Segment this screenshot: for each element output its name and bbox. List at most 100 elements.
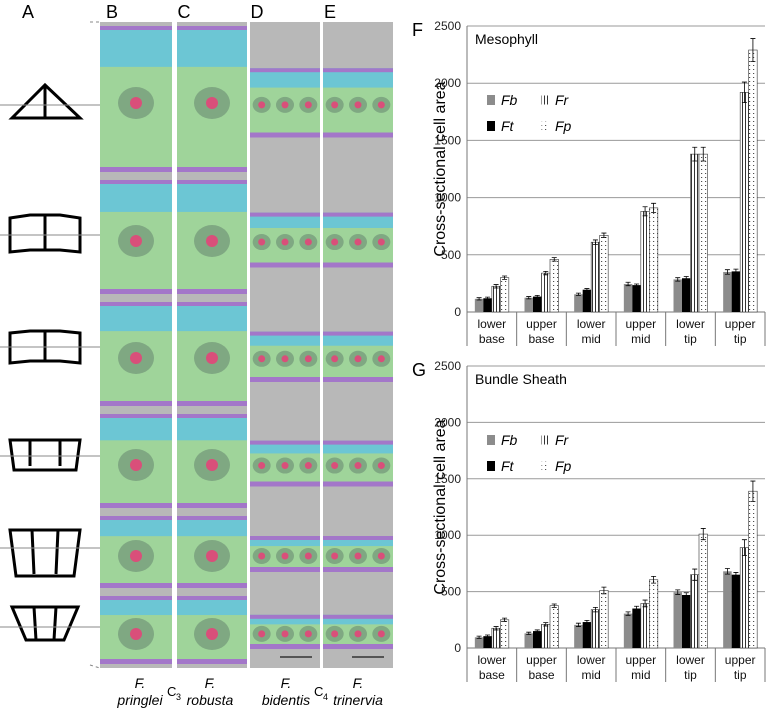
error-bar <box>651 575 657 584</box>
palisade <box>323 536 393 547</box>
epidermis-bottom <box>177 289 247 294</box>
species-epithet: trinervia <box>333 692 383 708</box>
bar <box>599 590 609 649</box>
bar <box>574 624 583 648</box>
x-tick-label: upper base <box>526 317 557 346</box>
bar <box>582 289 592 312</box>
species-genus: F. <box>205 675 216 691</box>
bar <box>673 279 682 312</box>
x-tick-label: lower mid <box>576 653 606 682</box>
epidermis-bottom <box>100 659 172 664</box>
epidermis-top <box>323 212 393 217</box>
bar <box>524 297 533 312</box>
epidermis-bottom <box>100 503 172 508</box>
legend-label: Fr <box>555 432 570 448</box>
bar <box>500 619 510 649</box>
bar <box>682 594 691 648</box>
bar <box>491 627 501 649</box>
y-axis-label: Cross-sectional cell area <box>432 419 449 594</box>
error-bar <box>683 276 689 281</box>
vein <box>281 238 289 246</box>
panel-label: G <box>412 360 426 380</box>
vein <box>354 462 362 470</box>
vein <box>281 630 289 638</box>
error-bar <box>476 635 482 639</box>
x-tick-label: lower tip <box>676 317 705 346</box>
bar <box>690 574 700 649</box>
error-bar <box>750 38 756 62</box>
x-tick-label: lower mid <box>576 317 606 346</box>
error-bar <box>575 292 581 296</box>
vein <box>130 550 142 562</box>
legend-swatch <box>540 460 550 472</box>
bar <box>632 285 641 312</box>
vein <box>130 97 142 109</box>
epidermis-bottom <box>323 567 393 572</box>
epidermis-bottom <box>250 377 320 382</box>
error-bar <box>741 539 747 556</box>
error-bar <box>700 528 706 541</box>
vein <box>281 552 289 560</box>
vein <box>304 630 312 638</box>
vein <box>258 355 266 363</box>
epidermis-bottom <box>100 583 172 588</box>
palisade <box>177 26 247 67</box>
vein <box>331 355 339 363</box>
legend-swatch <box>540 434 550 446</box>
y-tick-label: 0 <box>454 305 461 319</box>
legend-label: Fb <box>501 432 518 448</box>
leaf-schematic <box>8 438 82 472</box>
bar <box>491 285 501 313</box>
vein <box>377 238 385 246</box>
palisade <box>177 516 247 537</box>
vein <box>331 462 339 470</box>
vein <box>206 550 218 562</box>
x-tick-label: upper tip <box>724 317 756 346</box>
species-genus: F. <box>353 675 364 691</box>
error-bar <box>675 589 681 595</box>
x-tick-label: upper mid <box>625 653 657 682</box>
palisade <box>100 596 172 616</box>
error-bar <box>625 611 631 616</box>
epidermis-bottom <box>250 567 320 572</box>
epidermis-bottom <box>177 659 247 664</box>
error-bar <box>642 599 648 608</box>
error-bar <box>493 284 499 289</box>
x-tick-label: upper mid <box>625 317 657 346</box>
epidermis-bottom <box>177 503 247 508</box>
vein <box>377 462 385 470</box>
vein <box>354 630 362 638</box>
bar <box>640 211 650 313</box>
error-bar <box>724 269 730 275</box>
legend-swatch <box>487 95 495 105</box>
pathway-letter: C <box>167 684 176 699</box>
legend-label: Fr <box>555 92 570 108</box>
error-bar <box>575 622 581 627</box>
error-bar <box>651 202 657 213</box>
epidermis-bottom <box>250 644 320 649</box>
error-bar <box>493 626 499 631</box>
species-genus: F. <box>135 675 146 691</box>
y-tick-label: 500 <box>441 248 461 262</box>
epidermis-bottom <box>100 289 172 294</box>
epidermis-bottom <box>323 377 393 382</box>
leaf-schematic <box>8 528 82 578</box>
chart-title: Bundle Sheath <box>475 371 567 387</box>
error-bar <box>534 295 540 299</box>
epidermis-top <box>177 414 247 418</box>
x-tick-label: lower base <box>477 317 507 346</box>
species-epithet: pringlei <box>116 692 163 708</box>
x-tick-label: lower tip <box>676 653 705 682</box>
epidermis-bottom <box>250 132 320 138</box>
vein <box>354 238 362 246</box>
error-bar <box>526 296 532 300</box>
y-tick-label: 2000 <box>434 415 461 429</box>
y-axis-label: Cross-sectional cell area <box>432 81 449 256</box>
bar <box>474 298 484 312</box>
leaf-schematic <box>9 605 81 642</box>
error-bar <box>724 568 730 575</box>
error-bar <box>543 622 549 627</box>
error-bar <box>700 146 706 162</box>
